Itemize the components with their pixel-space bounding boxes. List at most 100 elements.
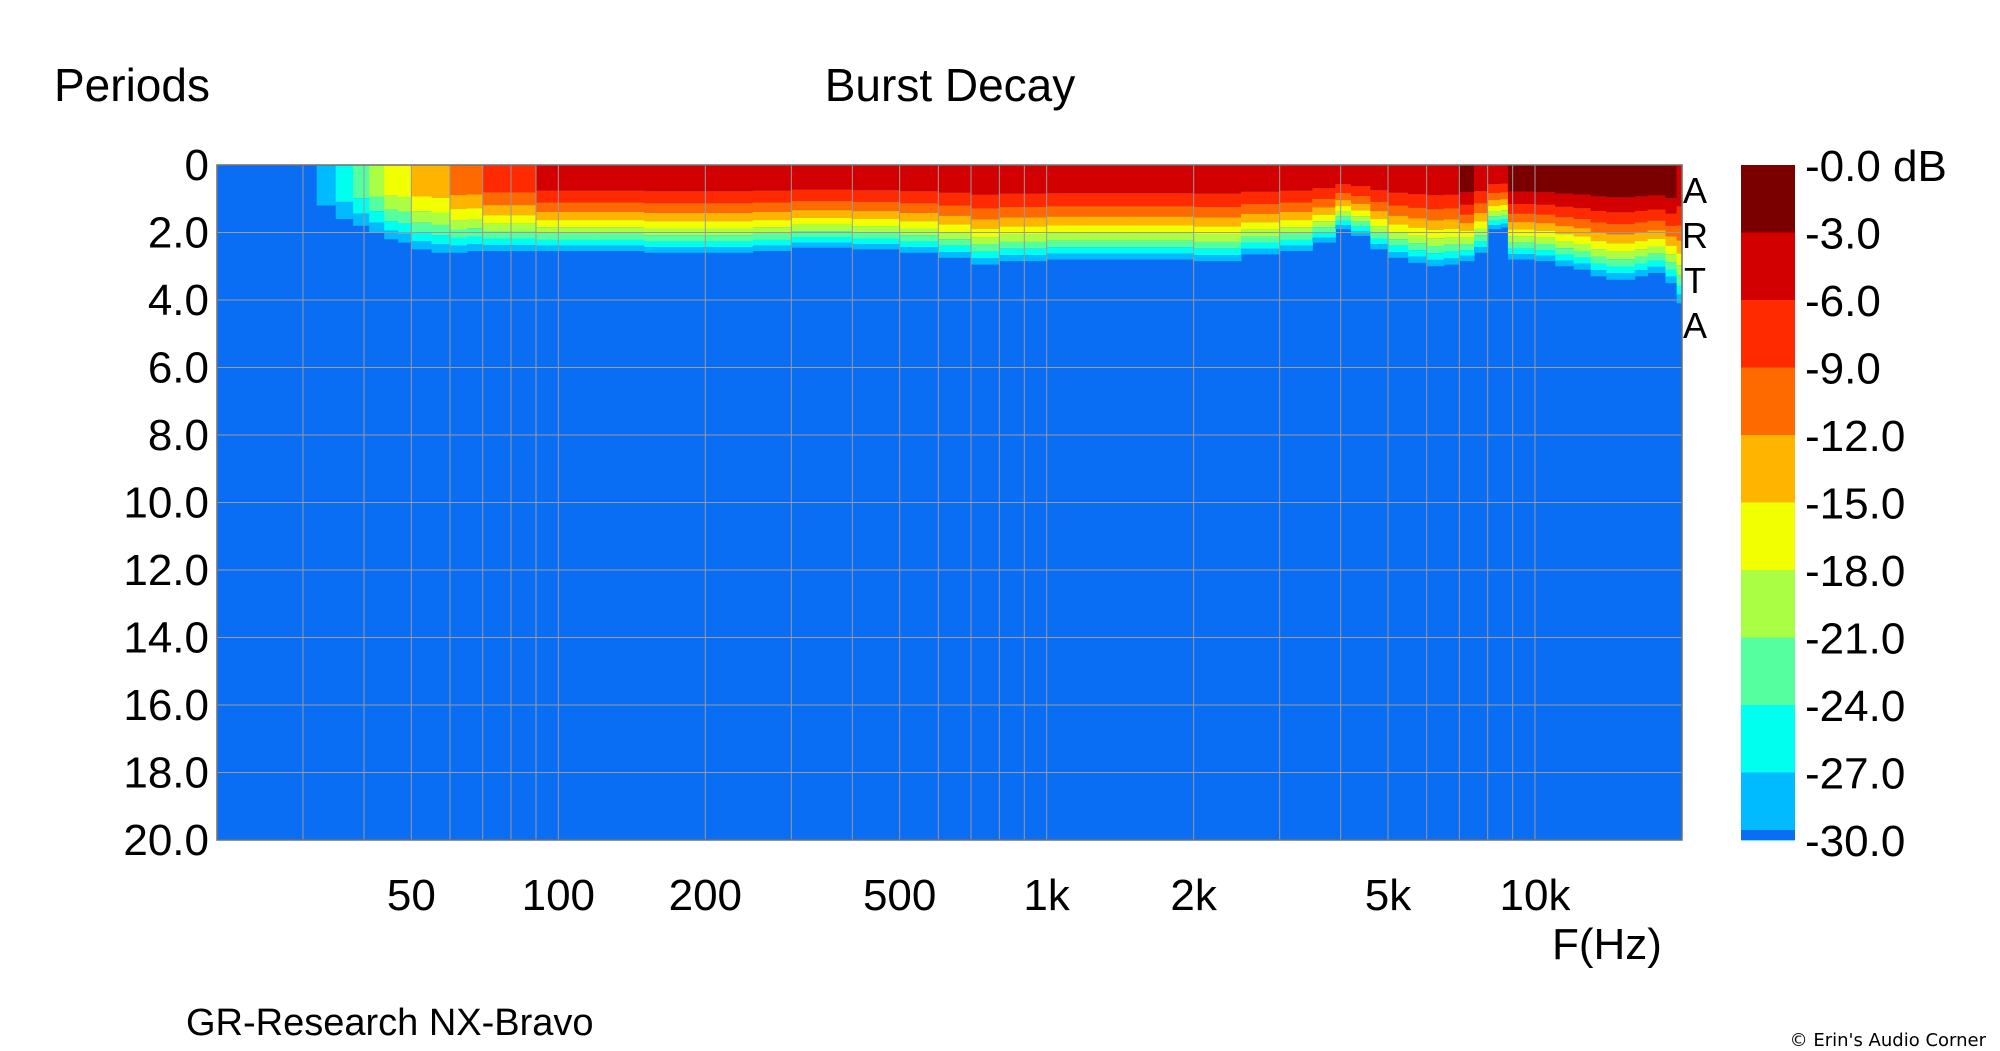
decay-column (1534, 165, 1556, 262)
decay-cell (1647, 260, 1667, 267)
decay-column (852, 165, 901, 250)
decay-cell (535, 227, 559, 234)
decay-cell (1606, 266, 1622, 274)
decay-cell (316, 165, 337, 206)
decay-cell (1519, 242, 1536, 249)
decay-cell (1085, 253, 1134, 260)
decay-cell (1426, 238, 1445, 247)
decay-cell (1647, 253, 1667, 261)
decay-cell (1046, 225, 1086, 234)
decay-cell (791, 224, 853, 232)
decay-cell (1634, 249, 1649, 257)
decay-cell (938, 251, 972, 258)
decay-cell (466, 208, 484, 220)
decay-cell (999, 193, 1048, 208)
decay-cell (1279, 165, 1313, 191)
y-tick-labels: 0 2.0 4.0 6.0 8.0 10.0 12.0 14.0 16.0 18.0 20.0 (123, 141, 209, 865)
decay-column (411, 165, 433, 250)
decay-cell (1634, 263, 1649, 271)
decay-cell (1193, 234, 1242, 242)
decay-cell (938, 165, 972, 193)
decay-column (1519, 165, 1536, 260)
decay-cell (1665, 262, 1678, 270)
decay-cell (1555, 193, 1575, 207)
y-tick-label: 16.0 (123, 681, 209, 730)
decay-column (316, 165, 337, 206)
decay-cell (1534, 214, 1556, 224)
decay-cell (482, 244, 498, 252)
decay-cell (431, 165, 451, 198)
decay-cell (1193, 193, 1242, 208)
decay-cell (1408, 256, 1428, 263)
decay-cell (1240, 213, 1281, 223)
decay-cell (1665, 198, 1678, 214)
decay-cell (1500, 199, 1509, 205)
decay-column (1279, 165, 1313, 252)
colorbar-swatch (1741, 830, 1795, 840)
decay-cell (1647, 230, 1667, 239)
decay-cell (1046, 193, 1086, 207)
decay-cell (1312, 221, 1336, 228)
y-tick-label: 4.0 (148, 276, 209, 325)
decay-cell (1519, 203, 1536, 214)
decay-cell (899, 241, 939, 248)
decay-cell (1590, 263, 1607, 271)
decay-cell (752, 202, 792, 213)
decay-cell (431, 244, 451, 253)
decay-cell (596, 227, 645, 234)
decay-cell (1132, 216, 1195, 226)
decay-cell (938, 192, 972, 206)
decay-cell (1620, 259, 1636, 267)
decay-cell (535, 190, 559, 203)
decay-cell (1620, 266, 1636, 274)
decay-cell (1085, 233, 1134, 241)
decay-cell (1555, 260, 1575, 267)
decay-cell (1279, 202, 1313, 213)
decay-cell (1606, 197, 1622, 213)
y-axis-label: Periods (54, 59, 210, 111)
decay-cell (644, 241, 706, 248)
decay-cell (1085, 225, 1134, 234)
decay-cell (1240, 191, 1281, 205)
decay-cell (752, 212, 792, 221)
decay-cell (1507, 213, 1521, 223)
decay-cell (791, 189, 853, 202)
decay-cell (971, 251, 1000, 259)
decay-cell (1312, 237, 1336, 243)
decay-cell (791, 201, 853, 211)
colorbar: -0.0 dB -3.0 -6.0 -9.0 -12.0 -15.0 -18.0 -21.0 -… (1741, 142, 1947, 866)
decay-cell (938, 224, 972, 233)
decay-column (938, 165, 972, 258)
x-tick-labels: 50 100 200 500 1k 2k 5k 10k (387, 871, 1572, 920)
decay-column (752, 165, 792, 252)
decay-cell (535, 239, 559, 246)
decay-cell (752, 190, 792, 203)
decay-cell (1534, 244, 1556, 251)
decay-cell (353, 165, 370, 199)
decay-cell (899, 247, 939, 253)
decay-cell (1606, 224, 1622, 235)
decay-cell (1459, 230, 1475, 238)
decay-cell (1500, 192, 1509, 200)
decay-cell (1676, 240, 1683, 254)
chart-title: Burst Decay (824, 59, 1076, 111)
decay-cell (791, 210, 853, 218)
decay-cell (899, 221, 939, 229)
x-tick-label: 200 (669, 871, 742, 920)
decay-cell (1507, 191, 1521, 204)
decay-cell (1665, 225, 1678, 237)
decay-cell (482, 231, 498, 239)
decay-cell (1408, 235, 1428, 244)
decay-cell (353, 213, 370, 226)
decay-cell (449, 220, 468, 230)
colorbar-swatch (1741, 435, 1795, 503)
decay-cell (1555, 165, 1575, 194)
arta-letter-2: T (1684, 260, 1706, 301)
decay-cell (1046, 240, 1086, 248)
decay-cell (999, 241, 1048, 249)
x-tick-label: 50 (387, 871, 436, 920)
decay-cell (431, 197, 451, 213)
decay-cell (1046, 216, 1086, 226)
decay-cell (558, 212, 598, 221)
decay-cell (852, 165, 901, 191)
